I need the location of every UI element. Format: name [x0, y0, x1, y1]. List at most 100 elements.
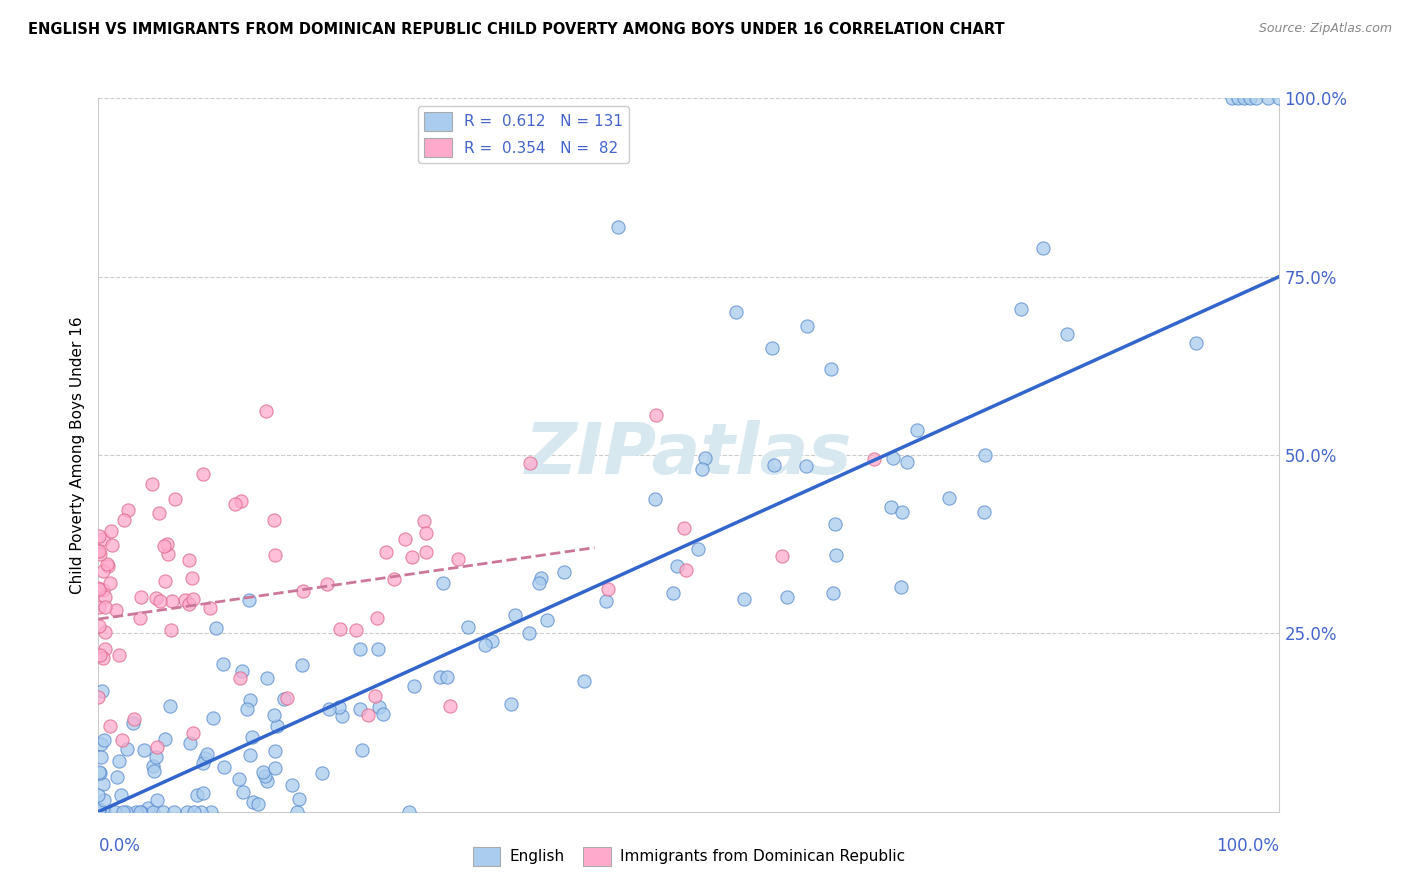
- Point: [160, 594, 183, 608]
- Point: [429, 670, 451, 684]
- Point: [1257, 91, 1279, 105]
- Point: [89, 547, 111, 561]
- Point: [89, 766, 111, 780]
- Point: [820, 362, 842, 376]
- Point: [432, 575, 454, 590]
- Point: [763, 458, 786, 473]
- Point: [439, 699, 461, 714]
- Point: [155, 732, 177, 747]
- Point: [100, 524, 122, 539]
- Point: [122, 712, 145, 726]
- Point: [503, 608, 526, 623]
- Point: [93, 793, 115, 807]
- Point: [252, 765, 274, 780]
- Point: [328, 700, 350, 714]
- Point: [481, 634, 503, 648]
- Point: [111, 733, 134, 747]
- Point: [129, 611, 152, 625]
- Point: [292, 583, 315, 598]
- Point: [770, 549, 793, 563]
- Point: [163, 805, 186, 819]
- Text: 100.0%: 100.0%: [1216, 837, 1279, 855]
- Point: [273, 692, 295, 706]
- Point: [364, 689, 387, 703]
- Point: [973, 505, 995, 519]
- Point: [349, 702, 371, 716]
- Point: [212, 657, 235, 671]
- Point: [98, 719, 121, 733]
- Point: [108, 754, 131, 768]
- Point: [415, 525, 437, 540]
- Point: [553, 566, 575, 580]
- Point: [349, 641, 371, 656]
- Point: [527, 575, 550, 590]
- Point: [1220, 91, 1243, 105]
- Point: [266, 718, 288, 732]
- Point: [457, 620, 479, 634]
- Text: ZIPatlas: ZIPatlas: [526, 420, 852, 490]
- Point: [87, 802, 110, 816]
- Point: [436, 670, 458, 684]
- Point: [89, 648, 111, 663]
- Point: [1032, 241, 1054, 255]
- Point: [1010, 302, 1032, 317]
- Point: [825, 549, 848, 563]
- Point: [129, 591, 152, 605]
- Point: [195, 747, 218, 762]
- Point: [228, 772, 250, 787]
- Point: [242, 730, 264, 744]
- Point: [194, 751, 217, 765]
- Point: [446, 551, 468, 566]
- Point: [938, 491, 960, 505]
- Point: [128, 805, 150, 819]
- Point: [143, 764, 166, 779]
- Point: [200, 805, 222, 819]
- Point: [91, 777, 114, 791]
- Point: [146, 740, 169, 755]
- Point: [117, 503, 139, 517]
- Point: [181, 592, 204, 607]
- Text: 0.0%: 0.0%: [98, 837, 141, 855]
- Point: [231, 664, 253, 678]
- Point: [177, 553, 200, 567]
- Point: [276, 691, 298, 706]
- Point: [662, 586, 685, 600]
- Point: [152, 805, 174, 819]
- Point: [1268, 91, 1291, 105]
- Point: [87, 805, 110, 819]
- Point: [896, 455, 918, 469]
- Point: [256, 774, 278, 789]
- Point: [136, 801, 159, 815]
- Point: [149, 593, 172, 607]
- Point: [191, 756, 214, 770]
- Point: [204, 621, 226, 635]
- Point: [905, 423, 928, 437]
- Point: [264, 744, 287, 758]
- Point: [179, 736, 201, 750]
- Point: [1239, 91, 1261, 105]
- Point: [229, 671, 252, 685]
- Point: [87, 529, 110, 543]
- Point: [415, 545, 437, 559]
- Point: [90, 738, 112, 752]
- Point: [111, 805, 134, 819]
- Point: [794, 458, 817, 473]
- Point: [96, 557, 118, 571]
- Point: [281, 778, 304, 792]
- Point: [263, 513, 285, 527]
- Text: ENGLISH VS IMMIGRANTS FROM DOMINICAN REPUBLIC CHILD POVERTY AMONG BOYS UNDER 16 : ENGLISH VS IMMIGRANTS FROM DOMINICAN REP…: [28, 22, 1005, 37]
- Point: [146, 792, 169, 806]
- Point: [330, 709, 353, 723]
- Point: [761, 341, 783, 355]
- Point: [232, 784, 254, 798]
- Point: [177, 598, 200, 612]
- Point: [238, 593, 260, 607]
- Point: [530, 571, 553, 585]
- Point: [673, 521, 696, 535]
- Point: [517, 626, 540, 640]
- Point: [344, 623, 367, 637]
- Point: [263, 707, 285, 722]
- Point: [253, 769, 276, 783]
- Point: [690, 462, 713, 476]
- Point: [398, 805, 420, 819]
